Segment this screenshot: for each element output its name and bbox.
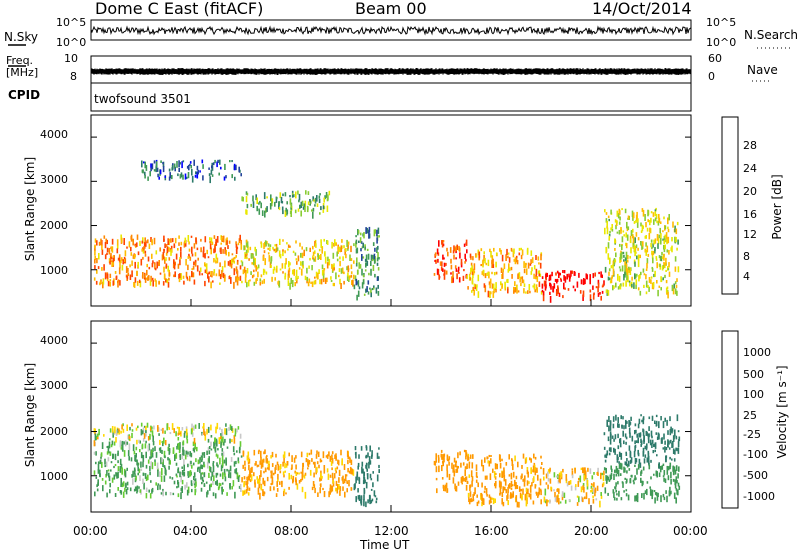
vel-cb-label-25: 25 <box>743 409 757 422</box>
p1-ytick-1000: 1000 <box>40 264 68 277</box>
freq-tick-bottom: 8 <box>70 70 77 83</box>
xtick-1: 04:00 <box>173 524 208 538</box>
cpid-label: CPID <box>8 88 41 102</box>
xtick-0: 00:00 <box>73 524 108 538</box>
velocity-colorbar-frame <box>721 330 739 509</box>
station-title: Dome C East (fitACF) <box>95 0 264 18</box>
power-colorbar-frame <box>721 116 739 295</box>
power-cb-label-28: 28 <box>743 139 757 152</box>
velocity-region-7 <box>603 462 681 504</box>
velocity-region-4 <box>433 449 468 494</box>
vel-cb-label-1000: 1000 <box>743 346 771 359</box>
velocity-panel-frame <box>90 320 692 513</box>
beam-label: Beam 00 <box>355 0 427 18</box>
p1-ytick-4000: 4000 <box>40 128 68 141</box>
power-region-0 <box>93 234 243 289</box>
p2-ytick-2000: 2000 <box>40 425 68 438</box>
power-region-6 <box>604 207 680 299</box>
vel-cb-label-500: 500 <box>743 368 764 381</box>
nsearch-tick-bottom: 10^0 <box>706 36 737 49</box>
power-cb-label-24: 24 <box>743 162 757 175</box>
power-region-4 <box>466 247 543 298</box>
nave-tick-bottom: 0 <box>708 70 715 83</box>
nave-tick-top: 60 <box>708 52 722 65</box>
power-cb-label-20: 20 <box>743 185 757 198</box>
xlabel: Time UT <box>360 538 410 552</box>
cpid-panel-frame <box>90 82 692 112</box>
freq-label: Freq. <box>6 54 34 67</box>
power-region-5 <box>541 270 605 303</box>
power-region-8 <box>141 159 242 184</box>
p1-ytick-3000: 3000 <box>40 173 68 186</box>
power-cb-label-16: 16 <box>743 208 757 221</box>
nave-label: Nave <box>747 63 778 77</box>
power-region-7 <box>241 190 331 219</box>
vel-cb-label-neg25: -25 <box>743 428 761 441</box>
noise-panel-frame <box>90 19 692 41</box>
cpid-program: twofsound 3501 <box>94 92 191 106</box>
power-region-1 <box>241 238 355 290</box>
p1-ytick-2000: 2000 <box>40 219 68 232</box>
freq-unit-label: [MHz] <box>6 66 39 79</box>
velocity-region-3 <box>353 445 380 508</box>
xtick-2: 08:00 <box>274 524 309 538</box>
freq-tick-top: 10 <box>64 52 78 65</box>
p2-ytick-4000: 4000 <box>40 334 68 347</box>
p2-ytick-3000: 3000 <box>40 379 68 392</box>
vel-cb-label-neg500: -500 <box>743 469 768 482</box>
nsky-tick-top: 10^5 <box>56 16 87 29</box>
vel-cb-label-100: 100 <box>743 388 764 401</box>
vel-cb-label-neg100: -100 <box>743 448 768 461</box>
xtick-3: 12:00 <box>374 524 409 538</box>
noise-trace <box>90 25 692 36</box>
velocity-region-0 <box>93 440 243 500</box>
nsearch-tick-top: 10^5 <box>706 16 737 29</box>
velocity-region-2 <box>241 449 355 500</box>
power-region-3 <box>433 239 468 284</box>
velocity-region-1 <box>93 422 242 448</box>
power-cb-label-8: 8 <box>743 250 750 263</box>
p2-ytick-1000: 1000 <box>40 470 68 483</box>
nsky-tick-bottom: 10^0 <box>56 36 87 49</box>
vel-cb-label-neg1000: -1000 <box>743 490 775 503</box>
power-cb-label-12: 12 <box>743 228 757 241</box>
velocity-region-8 <box>603 414 681 469</box>
freq-trace <box>90 68 692 75</box>
nsearch-label: N.Search <box>744 28 799 42</box>
xtick-6: 00:00 <box>673 524 708 538</box>
power-region-2 <box>353 226 380 301</box>
velocity-region-6 <box>542 467 605 508</box>
xtick-5: 20:00 <box>574 524 609 538</box>
xtick-4: 16:00 <box>474 524 509 538</box>
velocity-region-5 <box>466 453 543 508</box>
date-label: 14/Oct/2014 <box>592 0 692 18</box>
nsky-label: N.Sky <box>4 30 39 44</box>
power-cb-label-4: 4 <box>743 270 750 283</box>
